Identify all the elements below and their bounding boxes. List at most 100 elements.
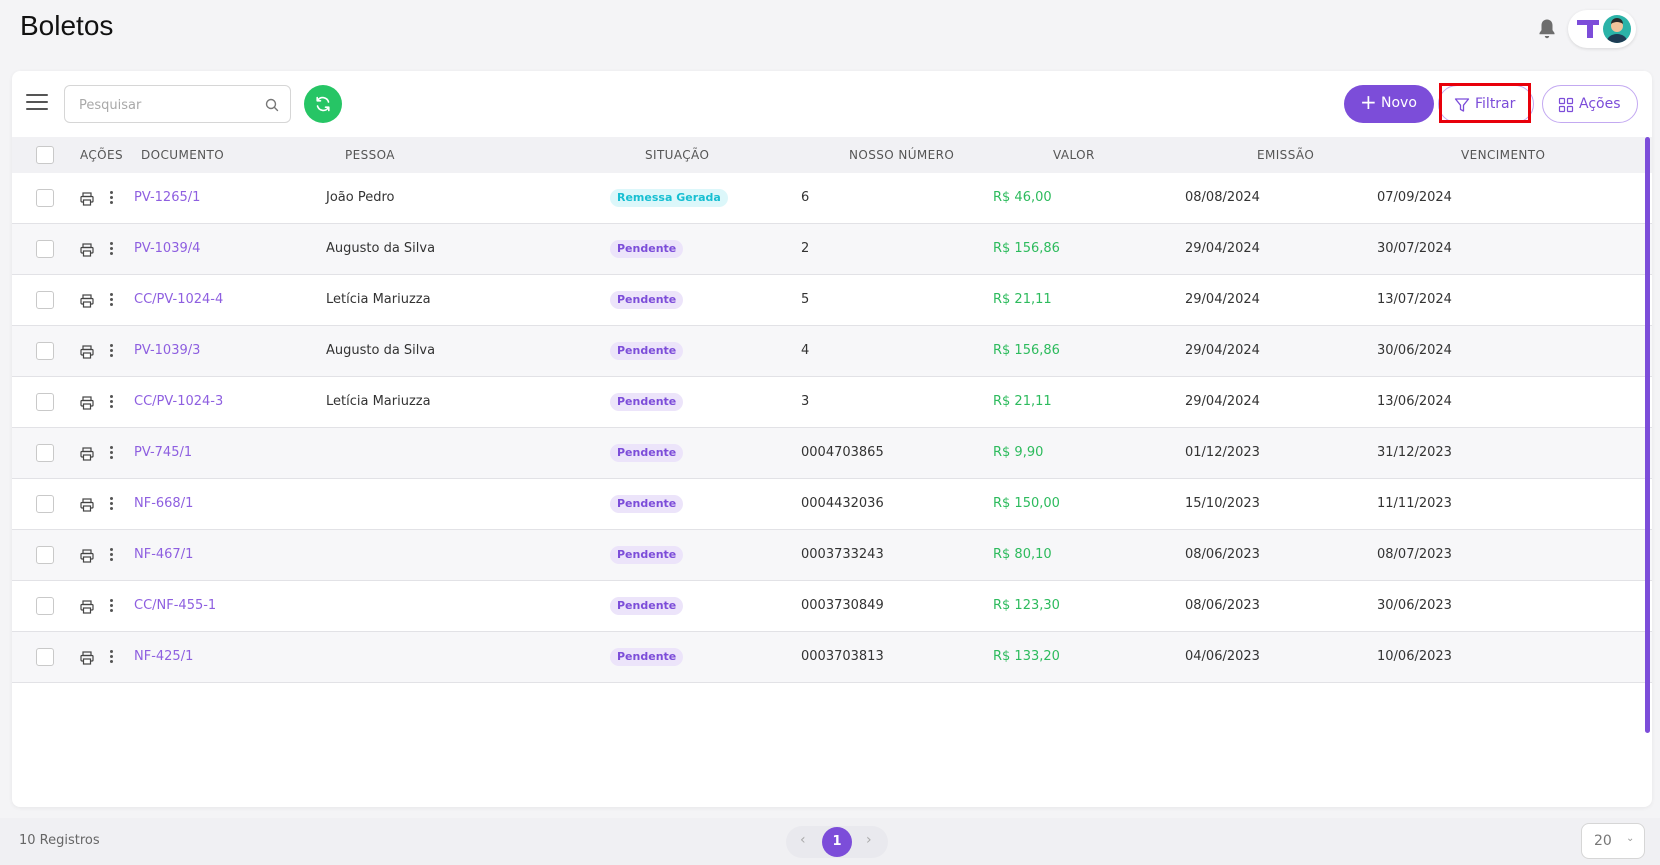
more-vertical-icon[interactable] bbox=[110, 395, 114, 409]
table-row[interactable]: PV-1265/1 João Pedro Remessa Gerada 6 R$ 46,… bbox=[12, 173, 1652, 224]
print-icon[interactable] bbox=[80, 498, 94, 512]
table-row[interactable]: CC/PV-1024-4 Letícia Mariuzza Pendente 5 R$ … bbox=[12, 275, 1652, 326]
more-vertical-icon[interactable] bbox=[110, 191, 114, 205]
status-badge: Pendente bbox=[610, 546, 684, 564]
valor-cell: R$ 133,20 bbox=[993, 649, 1060, 664]
col-pessoa[interactable]: PESSOA bbox=[345, 148, 395, 162]
col-emissao[interactable]: EMISSÃO bbox=[1257, 148, 1315, 162]
print-icon[interactable] bbox=[80, 447, 94, 461]
col-valor[interactable]: VALOR bbox=[1053, 148, 1095, 162]
table-row[interactable]: NF-425/1 Pendente 0003703813 R$ 133,20 04/06… bbox=[12, 632, 1652, 683]
pagination: ‹ 1 › bbox=[786, 826, 888, 858]
prev-page-button[interactable]: ‹ bbox=[800, 832, 806, 848]
more-vertical-icon[interactable] bbox=[110, 650, 114, 664]
print-icon[interactable] bbox=[80, 243, 94, 257]
documento-link[interactable]: PV-1039/4 bbox=[134, 241, 201, 256]
print-icon[interactable] bbox=[80, 345, 94, 359]
emissao-cell: 01/12/2023 bbox=[1185, 445, 1260, 460]
documento-link[interactable]: NF-668/1 bbox=[134, 496, 194, 511]
table-row[interactable]: CC/NF-455-1 Pendente 0003730849 R$ 123,30 08… bbox=[12, 581, 1652, 632]
table-row[interactable]: PV-1039/4 Augusto da Silva Pendente 2 R$ 156… bbox=[12, 224, 1652, 275]
more-vertical-icon[interactable] bbox=[110, 293, 114, 307]
company-logo bbox=[1577, 20, 1599, 38]
refresh-button[interactable] bbox=[304, 85, 342, 123]
documento-link[interactable]: CC/PV-1024-4 bbox=[134, 292, 224, 307]
novo-button[interactable]: + Novo bbox=[1344, 85, 1434, 123]
bell-icon[interactable] bbox=[1538, 18, 1556, 40]
emissao-cell: 29/04/2024 bbox=[1185, 343, 1260, 358]
more-vertical-icon[interactable] bbox=[110, 497, 114, 511]
table-header: AÇÕES DOCUMENTO PESSOA SITUAÇÃO NOSSO NÚ… bbox=[12, 137, 1652, 173]
more-vertical-icon[interactable] bbox=[110, 344, 114, 358]
col-documento[interactable]: DOCUMENTO bbox=[141, 148, 225, 162]
table-row[interactable]: PV-745/1 Pendente 0004703865 R$ 9,90 01/12/2… bbox=[12, 428, 1652, 479]
refresh-icon bbox=[316, 96, 330, 112]
emissao-cell: 08/08/2024 bbox=[1185, 190, 1260, 205]
search-icon[interactable] bbox=[264, 97, 280, 113]
acoes-button[interactable]: Ações bbox=[1542, 85, 1638, 123]
row-checkbox[interactable] bbox=[36, 546, 54, 564]
print-icon[interactable] bbox=[80, 549, 94, 563]
more-vertical-icon[interactable] bbox=[110, 548, 114, 562]
nosso-numero-cell: 0003733243 bbox=[801, 547, 884, 562]
print-icon[interactable] bbox=[80, 600, 94, 614]
pessoa-cell: Augusto da Silva bbox=[326, 343, 436, 358]
record-count: 10 Registros bbox=[19, 833, 100, 848]
row-checkbox[interactable] bbox=[36, 342, 54, 360]
more-vertical-icon[interactable] bbox=[110, 242, 114, 256]
select-all-checkbox[interactable] bbox=[36, 146, 54, 164]
documento-link[interactable]: NF-467/1 bbox=[134, 547, 194, 562]
row-checkbox[interactable] bbox=[36, 597, 54, 615]
emissao-cell: 29/04/2024 bbox=[1185, 394, 1260, 409]
filter-icon bbox=[1454, 98, 1470, 112]
novo-button-label: Novo bbox=[1381, 95, 1417, 111]
vertical-scrollbar[interactable] bbox=[1645, 137, 1650, 733]
valor-cell: R$ 80,10 bbox=[993, 547, 1052, 562]
col-vencimento[interactable]: VENCIMENTO bbox=[1461, 148, 1546, 162]
emissao-cell: 15/10/2023 bbox=[1185, 496, 1260, 511]
row-checkbox[interactable] bbox=[36, 291, 54, 309]
col-situacao[interactable]: SITUAÇÃO bbox=[645, 148, 710, 162]
table-row[interactable]: PV-1039/3 Augusto da Silva Pendente 4 R$ 156… bbox=[12, 326, 1652, 377]
menu-icon[interactable] bbox=[26, 94, 48, 114]
print-icon[interactable] bbox=[80, 192, 94, 206]
table-row[interactable]: CC/PV-1024-3 Letícia Mariuzza Pendente 3 R$ … bbox=[12, 377, 1652, 428]
table-row[interactable]: NF-668/1 Pendente 0004432036 R$ 150,00 15/10… bbox=[12, 479, 1652, 530]
vencimento-cell: 08/07/2023 bbox=[1377, 547, 1452, 562]
row-checkbox[interactable] bbox=[36, 240, 54, 258]
vencimento-cell: 31/12/2023 bbox=[1377, 445, 1452, 460]
page-size-select[interactable]: 20 ⌄ bbox=[1581, 823, 1645, 859]
documento-link[interactable]: PV-1039/3 bbox=[134, 343, 201, 358]
col-nosso-numero[interactable]: NOSSO NÚMERO bbox=[849, 148, 955, 162]
vencimento-cell: 30/06/2024 bbox=[1377, 343, 1452, 358]
filtrar-button[interactable]: Filtrar bbox=[1438, 85, 1534, 123]
status-badge: Pendente bbox=[610, 342, 684, 360]
more-vertical-icon[interactable] bbox=[110, 599, 114, 613]
vencimento-cell: 13/06/2024 bbox=[1377, 394, 1452, 409]
acoes-button-label: Ações bbox=[1579, 96, 1621, 112]
documento-link[interactable]: PV-1265/1 bbox=[134, 190, 201, 205]
documento-link[interactable]: CC/NF-455-1 bbox=[134, 598, 217, 613]
next-page-button[interactable]: › bbox=[866, 832, 872, 848]
vencimento-cell: 13/07/2024 bbox=[1377, 292, 1452, 307]
top-bar: Boletos bbox=[0, 0, 1660, 66]
documento-link[interactable]: PV-745/1 bbox=[134, 445, 193, 460]
user-menu[interactable] bbox=[1568, 10, 1636, 48]
table-row[interactable]: NF-467/1 Pendente 0003733243 R$ 80,10 08/06/… bbox=[12, 530, 1652, 581]
documento-link[interactable]: CC/PV-1024-3 bbox=[134, 394, 224, 409]
row-checkbox[interactable] bbox=[36, 189, 54, 207]
status-badge: Pendente bbox=[610, 393, 684, 411]
row-checkbox[interactable] bbox=[36, 393, 54, 411]
print-icon[interactable] bbox=[80, 651, 94, 665]
search-input[interactable] bbox=[79, 94, 259, 116]
status-badge: Pendente bbox=[610, 291, 684, 309]
print-icon[interactable] bbox=[80, 294, 94, 308]
more-vertical-icon[interactable] bbox=[110, 446, 114, 460]
documento-link[interactable]: NF-425/1 bbox=[134, 649, 194, 664]
search-box[interactable] bbox=[64, 85, 291, 123]
row-checkbox[interactable] bbox=[36, 444, 54, 462]
page-1-button[interactable]: 1 bbox=[822, 827, 852, 857]
row-checkbox[interactable] bbox=[36, 495, 54, 513]
print-icon[interactable] bbox=[80, 396, 94, 410]
row-checkbox[interactable] bbox=[36, 648, 54, 666]
